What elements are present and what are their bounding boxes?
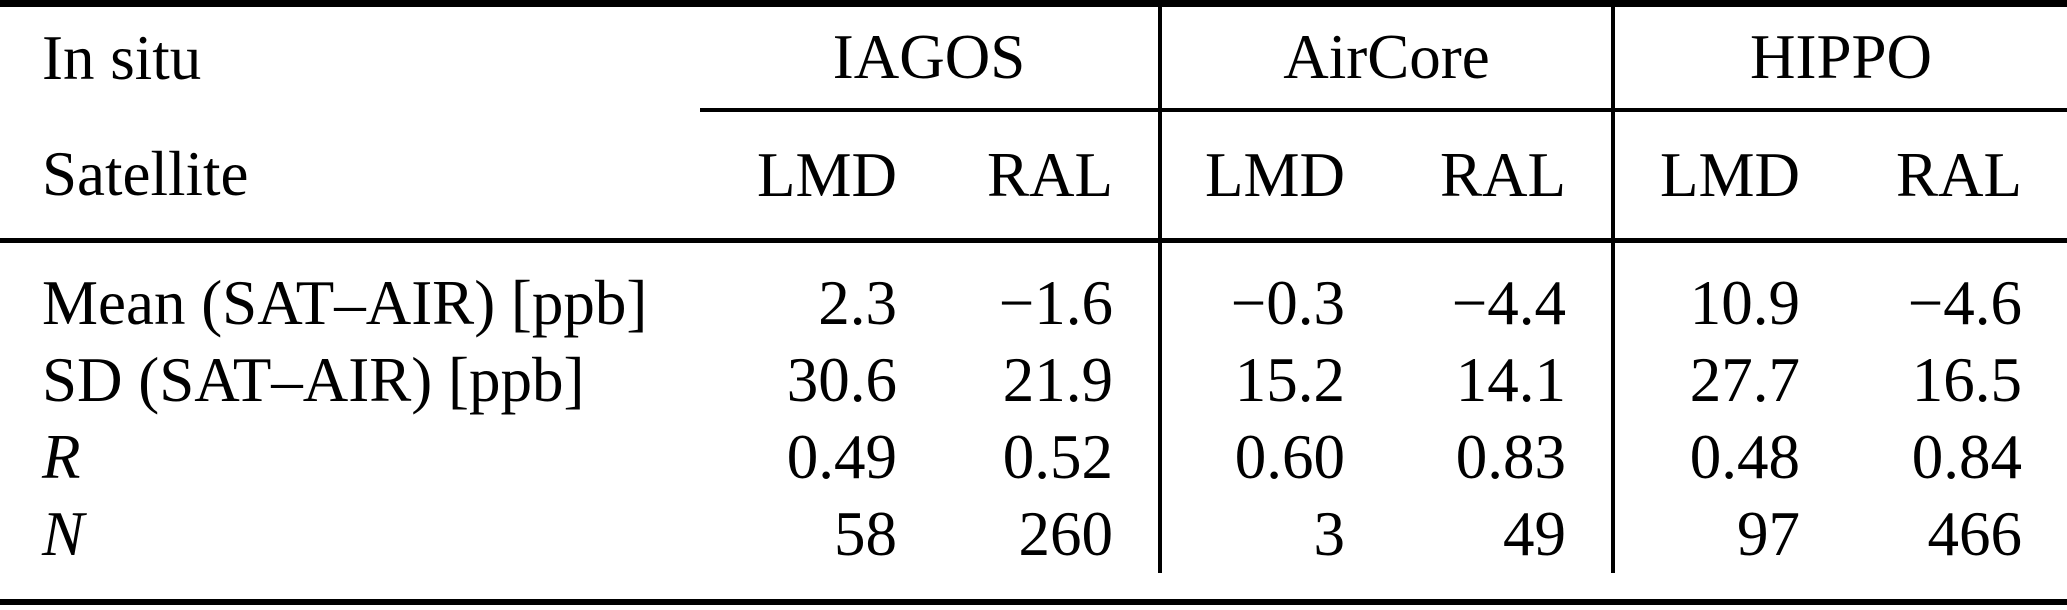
cell-value: 30.6 <box>786 345 897 415</box>
subheader-row: Satellite LMD RAL LMD RAL LMD RAL <box>0 110 2067 243</box>
cell-value: 0.48 <box>1611 419 1846 496</box>
group-header-hippo: HIPPO <box>1611 3 2067 112</box>
cell-value: 58 <box>834 499 897 569</box>
group-header-iagos: IAGOS <box>700 3 1161 112</box>
cell-value: 27.7 <box>1611 342 1846 419</box>
cell-value: 0.52 <box>1002 422 1114 492</box>
cell-value: −1.6 <box>998 268 1114 338</box>
subheader-hippo-lmd: LMD <box>1611 110 1846 243</box>
cell-value: 466 <box>1927 499 2023 569</box>
subheader-iagos-ral: RAL <box>942 110 1161 243</box>
corner-in-situ-label: In situ <box>42 23 202 93</box>
table-row-mean: Mean (SAT–AIR) [ppb] 2.3 −1.6 −0.3 −4.4 … <box>0 265 2067 342</box>
corner-satellite-label: Satellite <box>0 110 700 243</box>
subheader-iagos-lmd: LMD <box>700 110 942 243</box>
cell-value: 0.60 <box>1158 419 1391 496</box>
row-label: N <box>42 499 85 569</box>
cell-value: 0.83 <box>1455 422 1567 492</box>
cell-value: −4.4 <box>1451 268 1567 338</box>
cell-value: −4.6 <box>1907 268 2023 338</box>
row-label: R <box>42 422 81 492</box>
subheader-aircore-lmd: LMD <box>1158 110 1391 243</box>
subheader-aircore-ral: RAL <box>1390 110 1614 243</box>
table-row-r: R 0.49 0.52 0.60 0.83 0.48 0.84 <box>0 419 2067 496</box>
subheader-hippo-ral: RAL <box>1845 110 2067 243</box>
cell-value: 15.2 <box>1158 342 1391 419</box>
spacer-row <box>0 240 2067 265</box>
cell-value: 2.3 <box>818 268 897 338</box>
row-label: Mean (SAT–AIR) [ppb] <box>42 268 648 338</box>
cell-value: 0.49 <box>786 422 897 492</box>
table-row-n: N 58 260 3 49 97 466 <box>0 496 2067 573</box>
cell-value: −0.3 <box>1158 265 1391 342</box>
group-header-row: In situ IAGOS AirCore HIPPO <box>0 3 2067 112</box>
cell-value: 14.1 <box>1455 345 1567 415</box>
cell-value: 0.84 <box>1911 422 2023 492</box>
table-row-sd: SD (SAT–AIR) [ppb] 30.6 21.9 15.2 14.1 2… <box>0 342 2067 419</box>
cell-value: 3 <box>1158 496 1391 573</box>
cell-value: 21.9 <box>1002 345 1114 415</box>
cell-value: 97 <box>1611 496 1846 573</box>
cell-value: 260 <box>1018 499 1114 569</box>
cell-value: 16.5 <box>1911 345 2023 415</box>
cell-value: 49 <box>1503 499 1567 569</box>
cell-value: 10.9 <box>1611 265 1846 342</box>
group-header-aircore: AirCore <box>1158 3 1614 112</box>
spacer-row <box>0 573 2067 602</box>
row-label: SD (SAT–AIR) [ppb] <box>42 345 585 415</box>
